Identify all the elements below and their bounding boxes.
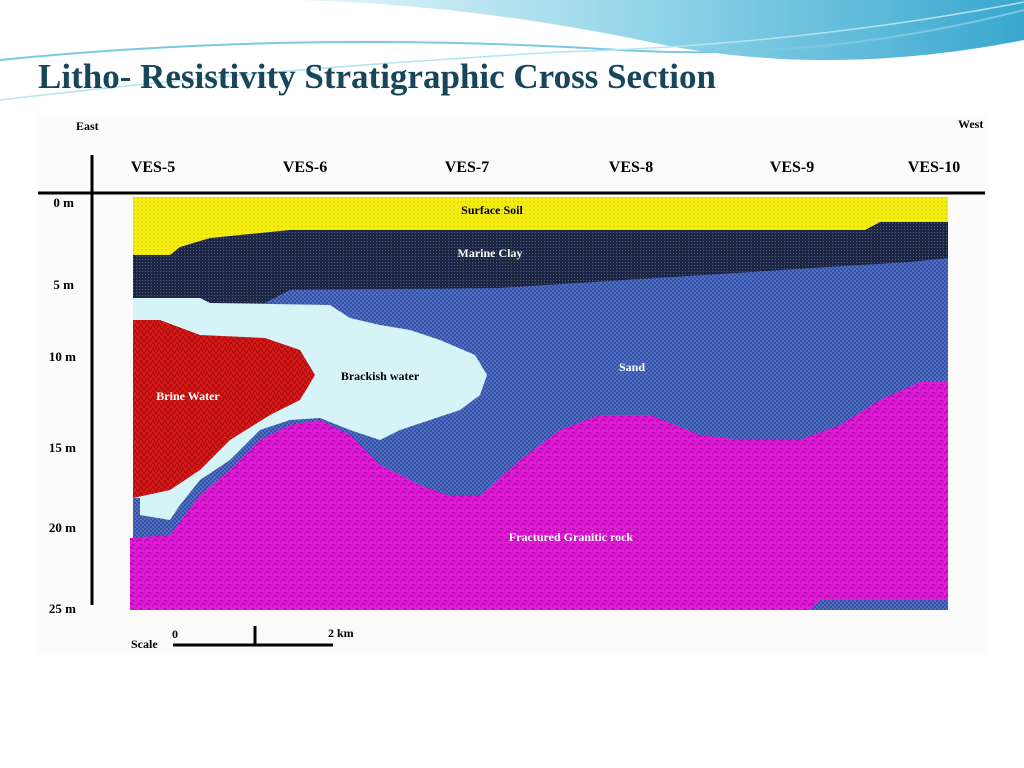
depth-label: 0 m — [53, 195, 74, 210]
scale-bar: Scale 0 2 km — [131, 626, 354, 651]
depth-label: 20 m — [49, 520, 76, 535]
scale-label: Scale — [131, 637, 158, 651]
depth-label: 5 m — [53, 277, 74, 292]
scale-end: 2 km — [328, 626, 354, 640]
station-label: VES-8 — [609, 159, 653, 176]
cross-section — [130, 197, 948, 610]
marine-clay-layer — [133, 222, 948, 303]
layer-label: Sand — [619, 360, 645, 374]
header-curve — [0, 1, 1024, 101]
station-label: VES-10 — [908, 159, 960, 176]
layer-label: Brackish water — [341, 369, 420, 383]
direction-label: East — [76, 119, 99, 133]
layer-label: Marine Clay — [458, 246, 523, 260]
depth-label: 10 m — [49, 349, 76, 364]
header-curve — [0, 9, 1024, 61]
scale-start: 0 — [172, 627, 178, 641]
surface-soil-layer — [133, 197, 948, 255]
brine-water-zone — [133, 320, 315, 498]
depth-label: 25 m — [49, 601, 76, 616]
station-label: VES-6 — [283, 159, 327, 176]
station-label: VES-7 — [445, 159, 489, 176]
layer-label: Surface Soil — [461, 203, 523, 217]
header-wave — [300, 0, 1024, 60]
slide-title: Litho- Resistivity Stratigraphic Cross S… — [38, 57, 716, 96]
direction-label: West — [958, 117, 983, 131]
depth-label: 15 m — [49, 440, 76, 455]
station-label: VES-5 — [131, 159, 175, 176]
layer-label: Brine Water — [156, 389, 220, 403]
station-label: VES-9 — [770, 159, 814, 176]
granitic-rock-layer — [130, 382, 948, 610]
layer-label: Fractured Granitic rock — [509, 530, 634, 544]
